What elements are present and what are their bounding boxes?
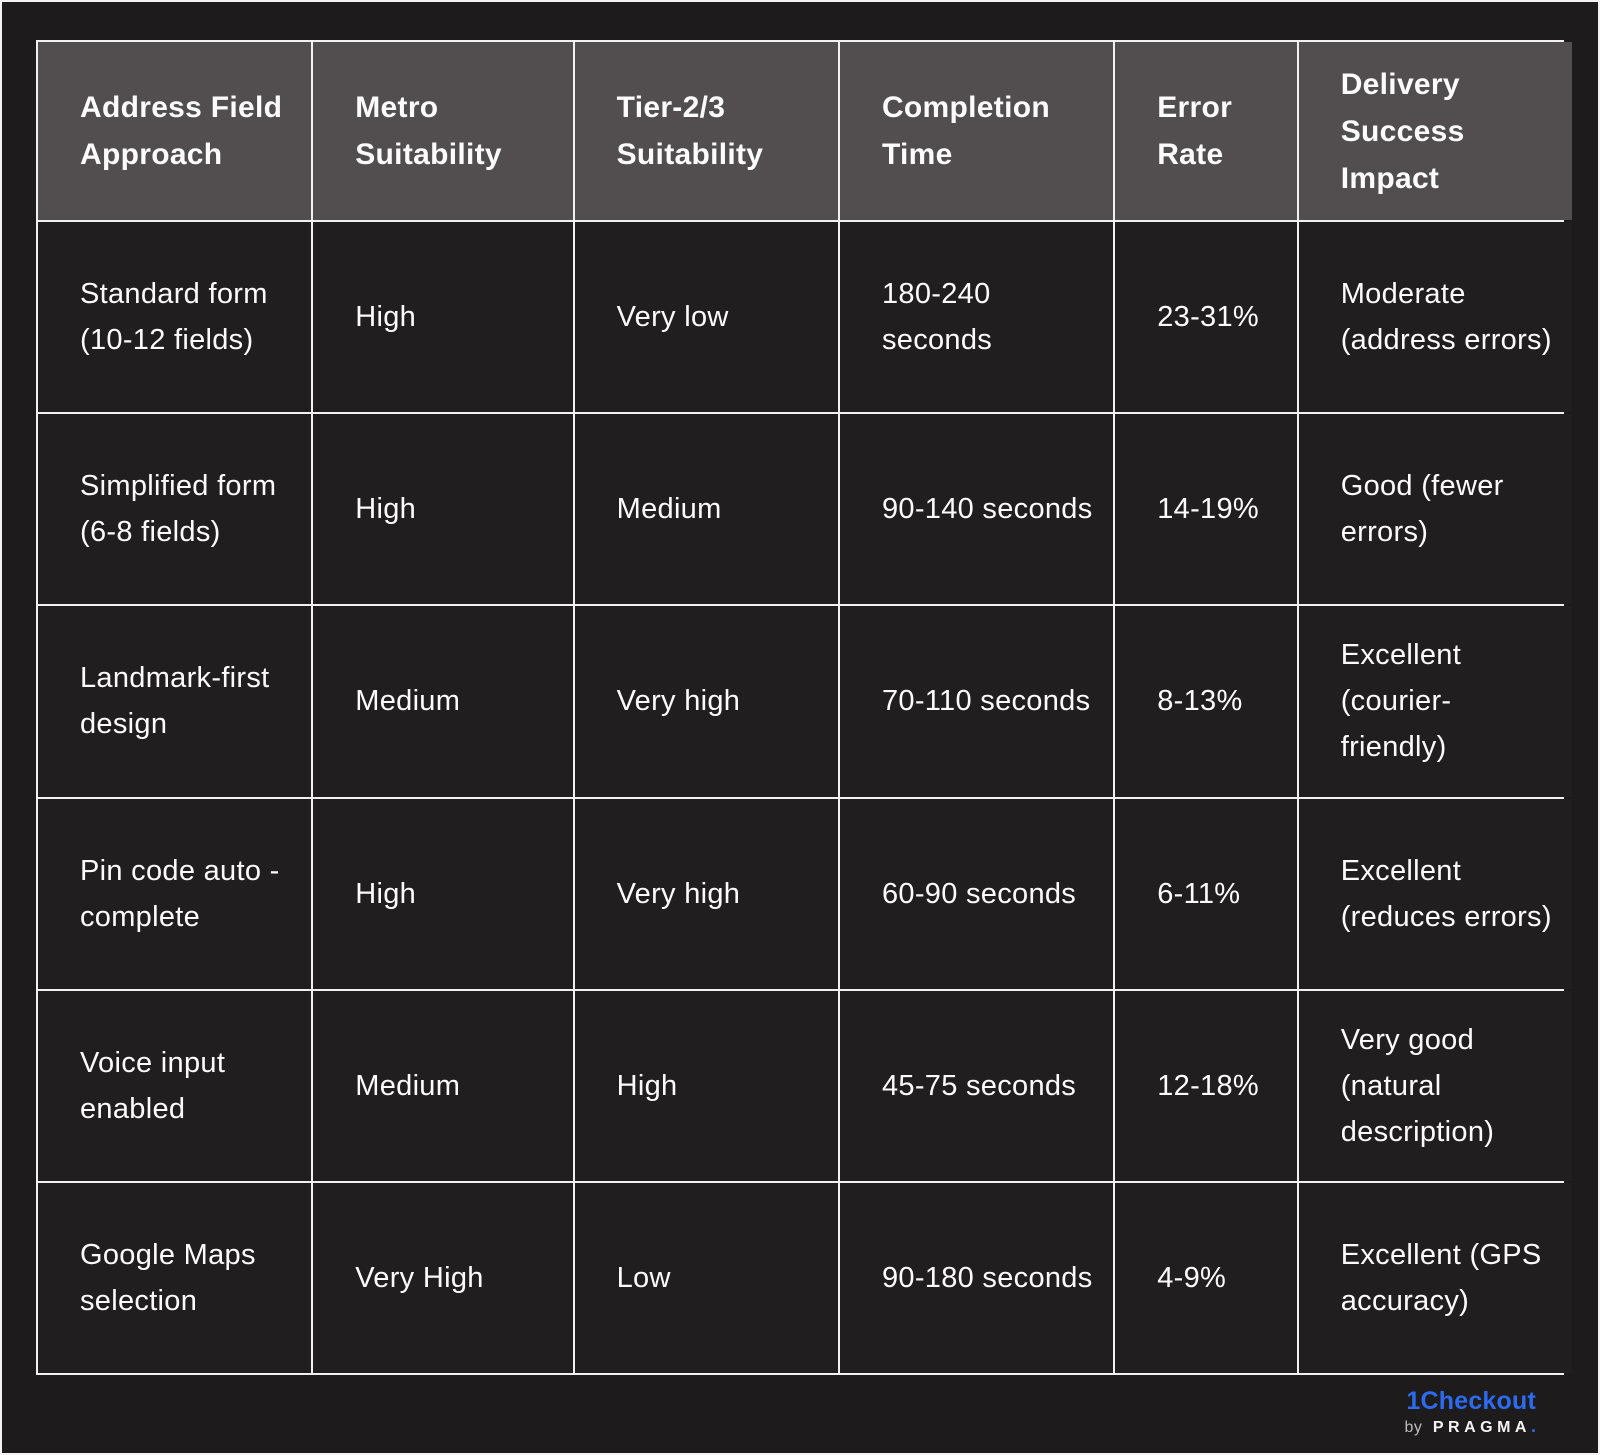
table-cell: Very low	[574, 222, 838, 413]
table-cell: Very high	[574, 606, 838, 797]
table-cell: 90-180 seconds	[839, 1182, 1114, 1373]
table-cell: Very good (natural description)	[1298, 990, 1572, 1181]
table-cell: Excellent (GPS accuracy)	[1298, 1182, 1572, 1373]
row-label-cell: Google Maps selection	[38, 1182, 312, 1373]
table-cell: Medium	[313, 990, 573, 1181]
row-label-cell: Standard form (10-12 fields)	[38, 222, 312, 413]
table-cell: 90-140 seconds	[839, 414, 1114, 605]
brand-by-text: by	[1404, 1419, 1423, 1437]
table-cell: 14-19%	[1115, 414, 1297, 605]
table-cell: Excellent (reduces errors)	[1298, 798, 1572, 989]
brand-logo-product: 1Checkout	[1406, 1386, 1536, 1415]
table-cell: 180-240 seconds	[839, 222, 1114, 413]
row-label-cell: Voice input enabled	[38, 990, 312, 1181]
header-cell: Error Rate	[1115, 42, 1297, 220]
table-cell: Very high	[574, 798, 838, 989]
brand-company-name: PRAGMA	[1432, 1419, 1531, 1437]
table-cell: Excellent (courier-friendly)	[1298, 606, 1572, 797]
header-cell: Tier-2/3 Suitability	[574, 42, 838, 220]
row-label-cell: Landmark-first design	[38, 606, 312, 797]
table-cell: 70-110 seconds	[839, 606, 1114, 797]
table-cell: High	[313, 222, 573, 413]
row-label-cell: Simplified form (6-8 fields)	[38, 414, 312, 605]
table-cell: Low	[574, 1182, 838, 1373]
table-cell: Medium	[574, 414, 838, 605]
table-cell: Medium	[313, 606, 573, 797]
table-cell: 23-31%	[1115, 222, 1297, 413]
table-cell: 12-18%	[1115, 990, 1297, 1181]
table-cell: 8-13%	[1115, 606, 1297, 797]
brand-footer: 1Checkout by PRAGMA.	[1404, 1386, 1536, 1437]
table-cell: Moderate (address errors)	[1298, 222, 1572, 413]
table-cell: 4-9%	[1115, 1182, 1297, 1373]
table-cell: High	[313, 414, 573, 605]
table-cell: 60-90 seconds	[839, 798, 1114, 989]
comparison-table: Address Field Approach Metro Suitability T…	[36, 40, 1572, 1375]
table-cell: High	[313, 798, 573, 989]
header-cell: Delivery Success Impact	[1298, 42, 1572, 220]
table-cell: Good (fewer errors)	[1298, 414, 1572, 605]
table-cell: High	[574, 990, 838, 1181]
brand-logo-byline: by PRAGMA.	[1404, 1416, 1536, 1437]
row-label-cell: Pin code auto -complete	[38, 798, 312, 989]
brand-accent-dot: .	[1530, 1416, 1536, 1437]
table-cell: Very High	[313, 1182, 573, 1373]
header-cell: Completion Time	[839, 42, 1114, 220]
header-cell: Metro Suitability	[313, 42, 573, 220]
header-cell: Address Field Approach	[38, 42, 312, 220]
table-cell: 45-75 seconds	[839, 990, 1114, 1181]
table-cell: 6-11%	[1115, 798, 1297, 989]
